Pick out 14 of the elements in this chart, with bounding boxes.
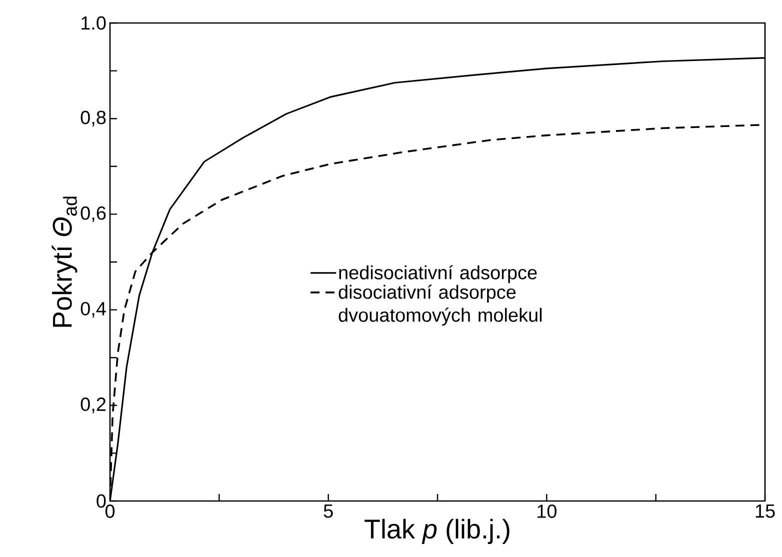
x-tick-label: 5 — [324, 504, 333, 518]
x-tick-label: 0 — [105, 504, 115, 518]
y-tick-label: 1.0 — [82, 16, 106, 30]
y-tick-label: 0 — [96, 494, 106, 508]
legend-label: disociativní adsorpce dvouatomových molekul — [338, 284, 542, 326]
y-axis-title: Pokrytí Θ$_{ad}$ — [52, 196, 78, 327]
y-tick-label: 0,6 — [80, 206, 106, 222]
y-tick-label: 0,2 — [80, 398, 106, 414]
x-tick-label: 15 — [756, 504, 775, 518]
legend-label: nedisociativní adsorpce — [339, 265, 537, 284]
y-tick-label: 0,4 — [80, 302, 106, 318]
x-axis-title: Tlak p (lib.j.) — [364, 518, 510, 544]
y-tick-label: 0,8 — [80, 110, 106, 126]
x-tick-label: 10 — [538, 504, 556, 518]
